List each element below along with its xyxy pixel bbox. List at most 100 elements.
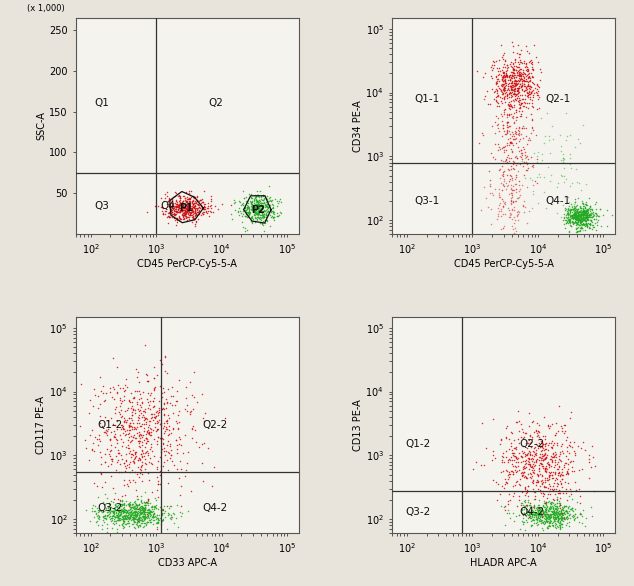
Point	[487, 188, 497, 197]
Point	[252, 197, 262, 206]
Point	[101, 504, 112, 513]
Point	[558, 510, 568, 520]
Point	[501, 70, 512, 80]
Point	[100, 458, 110, 467]
Point	[119, 522, 129, 532]
Point	[256, 191, 266, 200]
Point	[127, 415, 138, 425]
Point	[262, 200, 273, 209]
Point	[525, 449, 535, 458]
Point	[543, 498, 553, 507]
Point	[521, 456, 531, 466]
Point	[138, 505, 148, 514]
Text: Q2-2: Q2-2	[203, 420, 228, 430]
Point	[122, 507, 132, 517]
Point	[553, 507, 564, 516]
Point	[559, 509, 569, 518]
Point	[139, 499, 150, 508]
Point	[128, 445, 138, 455]
Point	[560, 224, 570, 233]
Point	[567, 511, 578, 520]
Point	[158, 423, 168, 432]
Point	[483, 100, 493, 109]
Point	[156, 462, 166, 471]
Point	[171, 207, 181, 216]
Point	[518, 441, 528, 451]
Point	[131, 397, 141, 407]
Point	[107, 513, 117, 523]
Point	[133, 500, 143, 509]
Point	[133, 367, 143, 376]
Point	[135, 442, 145, 452]
Point	[531, 512, 541, 521]
Point	[548, 515, 559, 524]
Point	[569, 209, 579, 219]
Point	[506, 81, 516, 90]
Point	[510, 179, 520, 189]
Point	[174, 212, 184, 221]
Point	[151, 519, 161, 528]
Point	[150, 512, 160, 521]
Point	[117, 496, 127, 506]
Point	[548, 510, 559, 520]
Point	[148, 397, 158, 406]
Point	[133, 515, 143, 524]
Point	[115, 507, 125, 517]
Point	[165, 205, 175, 214]
Point	[242, 207, 252, 217]
Point	[251, 208, 261, 217]
Point	[507, 448, 517, 457]
Point	[113, 516, 124, 525]
Point	[129, 506, 139, 515]
Point	[519, 505, 529, 514]
Point	[522, 160, 532, 169]
Point	[126, 506, 136, 516]
Point	[122, 513, 132, 522]
Point	[531, 456, 541, 466]
Point	[134, 520, 145, 530]
Point	[123, 443, 133, 452]
Point	[583, 206, 593, 215]
Point	[134, 454, 144, 463]
Point	[486, 204, 496, 213]
Point	[540, 511, 550, 520]
Point	[131, 503, 141, 513]
Point	[514, 465, 524, 475]
Point	[570, 217, 580, 226]
Point	[186, 193, 196, 202]
Point	[581, 219, 591, 228]
Point	[168, 200, 178, 209]
Point	[519, 509, 529, 519]
Point	[527, 462, 537, 471]
Point	[579, 205, 589, 214]
Point	[562, 442, 573, 451]
Point	[502, 128, 512, 138]
Point	[92, 481, 102, 490]
Point	[521, 71, 531, 81]
Point	[187, 197, 197, 207]
Point	[572, 513, 582, 522]
Point	[138, 512, 148, 522]
Point	[527, 125, 538, 135]
Point	[555, 523, 566, 532]
Point	[257, 206, 267, 216]
Point	[576, 209, 586, 219]
Point	[527, 98, 537, 108]
Point	[508, 90, 518, 99]
Point	[533, 510, 543, 520]
Point	[512, 85, 522, 94]
Point	[555, 500, 565, 510]
Point	[96, 459, 107, 469]
Point	[528, 65, 538, 74]
Point	[115, 513, 126, 522]
Point	[256, 202, 266, 211]
Point	[510, 81, 520, 90]
Point	[515, 69, 526, 79]
Point	[498, 156, 508, 165]
Point	[105, 503, 115, 513]
Point	[256, 210, 266, 220]
Point	[153, 517, 164, 526]
Point	[514, 131, 524, 140]
Point	[133, 516, 143, 525]
Point	[175, 434, 185, 444]
